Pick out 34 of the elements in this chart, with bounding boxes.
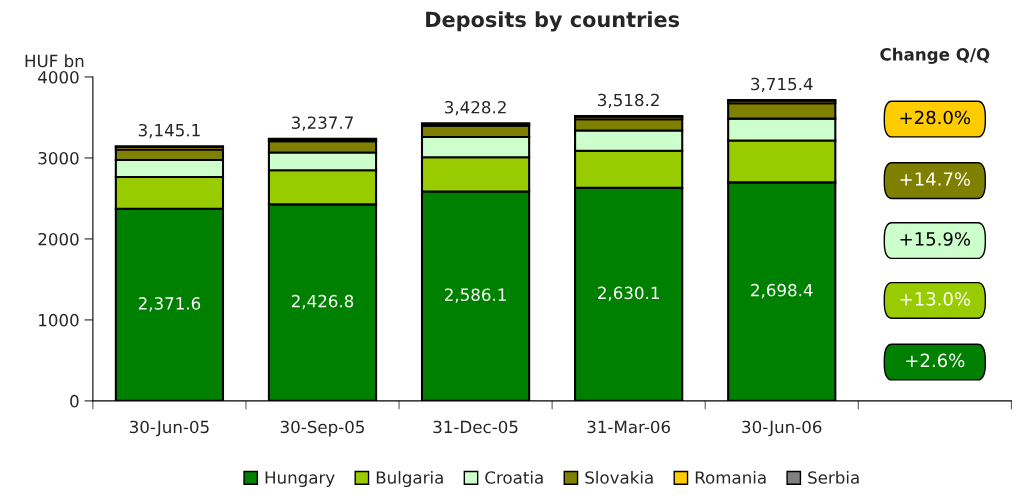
total-label: 3,715.4: [751, 77, 813, 92]
x-tick-label: 30-Jun-05: [129, 420, 209, 437]
legend-label: Serbia: [808, 470, 859, 484]
x-tick-label: 31-Mar-06: [587, 420, 671, 434]
legend-label: Slovakia: [585, 470, 653, 484]
data-label: 2,426.8: [291, 294, 354, 310]
text: Change Q/Q: [880, 47, 990, 64]
total-label: 3,428.2: [445, 100, 506, 116]
y-tick-label: 0: [70, 394, 79, 408]
y-tick-label: 4000: [38, 70, 79, 84]
annotation: +2.6%: [906, 353, 965, 368]
total-label: 3,518.2: [598, 93, 659, 108]
annotation: +14.7%: [900, 172, 971, 186]
y-tick-label: 2000: [38, 232, 79, 246]
total-label: 3,145.1: [138, 123, 200, 139]
data-label: 2,698.4: [751, 283, 813, 299]
x-tick-label: 30-Sep-05: [280, 420, 364, 437]
chart-title: Deposits by countries: [426, 11, 680, 32]
annotation: +28.0%: [900, 110, 971, 125]
total-label: 3,237.7: [291, 116, 353, 131]
data-label: 2,371.6: [138, 297, 201, 312]
legend-label: Croatia: [485, 470, 543, 484]
legend-label: Romania: [695, 470, 766, 484]
x-tick-label: 30-Jun-06: [742, 420, 822, 437]
y-tick-label: 1000: [39, 313, 79, 327]
y-axis-title: HUF bn: [25, 54, 84, 68]
legend-label: Bulgaria: [376, 470, 443, 488]
data-label: 2,586.1: [444, 288, 506, 303]
annotation: +13.0%: [900, 292, 971, 306]
data-label: 2,630.1: [598, 286, 659, 301]
y-tick-label: 3000: [38, 151, 79, 165]
legend-label: Hungary: [265, 471, 335, 488]
x-tick-label: 31-Dec-05: [433, 420, 518, 434]
annotation: +15.9%: [900, 232, 971, 246]
